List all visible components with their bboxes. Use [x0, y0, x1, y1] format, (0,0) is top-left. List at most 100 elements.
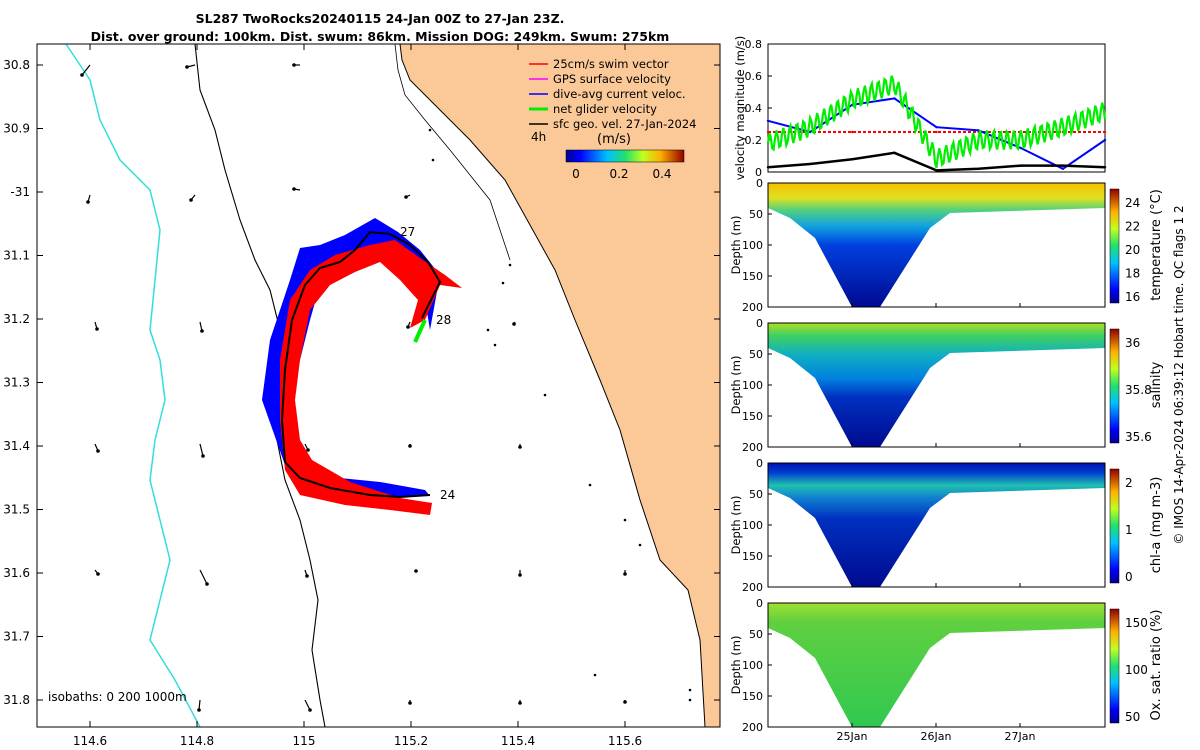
series-point — [851, 130, 854, 134]
section-colorbar — [1109, 468, 1120, 584]
lat-tick-label: 31.2 — [3, 312, 30, 326]
net-glider-velocity-mark — [413, 319, 427, 343]
depth-tick: 0 — [756, 457, 763, 470]
series-point — [808, 130, 812, 134]
map-tick-marks — [37, 44, 720, 727]
section-colorbar — [1109, 188, 1120, 304]
depth-tick: 50 — [749, 348, 763, 361]
depth-axis-label: Depth (m) — [729, 496, 743, 555]
velocity-y-tick: 0.6 — [745, 70, 763, 83]
velocity-y-label: velocity magnitude (m/s) — [733, 36, 747, 181]
credit-text: © IMOS 14-Apr-2024 06:39:12 Hobart time.… — [1172, 205, 1186, 545]
lat-tick-label: 31.3 — [3, 376, 30, 390]
colorbar-tick: 36 — [1125, 336, 1140, 350]
track-day-label-24: 24 — [440, 488, 455, 502]
lat-tick-label: 31.5 — [3, 503, 30, 517]
colorbar-tick: 35.6 — [1125, 430, 1152, 444]
depth-tick: 0 — [756, 597, 763, 610]
surface-velocity-vectors — [80, 63, 627, 712]
glider-track — [280, 230, 442, 499]
velocity-series — [766, 75, 1107, 172]
lat-tick-label: 31.7 — [3, 630, 30, 644]
track-day-label-28: 28 — [436, 313, 451, 327]
title-line-1: SL287 TwoRocks20240115 24-Jan 00Z to 27-… — [195, 11, 565, 26]
legend-label: sfc geo. vel. 27-Jan-2024 — [553, 117, 697, 131]
title-line-2: Dist. over ground: 100km. Dist. swum: 86… — [90, 29, 670, 44]
legend-label: net glider velocity — [553, 102, 657, 116]
date-tick-label: 26Jan — [921, 730, 952, 743]
map-colorbar-ticks: 0 0.2 0.4 — [572, 167, 671, 181]
depth-tick: 200 — [742, 301, 763, 314]
lat-tick-label: 31.4 — [3, 439, 30, 453]
depth-tick: 100 — [742, 379, 763, 392]
surface-vector — [304, 699, 311, 711]
velocity-y-ticks: 0 0.2 0.4 0.6 0.8 — [745, 38, 772, 179]
colorbar-tick: 50 — [1125, 710, 1140, 724]
map-colorbar-tick: 0 — [572, 167, 580, 181]
lat-tick-label: 30.8 — [3, 58, 30, 72]
velocity-y-tick: 0.2 — [745, 134, 763, 147]
series-point — [766, 130, 770, 134]
track-day-label-27: 27 — [400, 225, 415, 239]
colorbar-tick: 150 — [1125, 616, 1148, 630]
date-tick-label: 27Jan — [1005, 730, 1036, 743]
depth-tick: 200 — [742, 721, 763, 734]
isobath-1000m — [65, 43, 201, 728]
depth-tick: 0 — [756, 317, 763, 330]
series-point — [935, 126, 938, 129]
lat-tick-label: -31 — [10, 185, 30, 199]
depth-tick: 150 — [742, 690, 763, 703]
series-net-glider-velocity — [766, 75, 1107, 169]
depth-tick: 50 — [749, 208, 763, 221]
glider-track-group — [262, 218, 462, 515]
map-colorbar — [565, 149, 685, 163]
series-point — [893, 130, 896, 134]
surface-vector — [199, 569, 208, 585]
section-data-field — [768, 323, 1105, 447]
swim-vector-band — [280, 240, 462, 515]
colorbar-label: temperature (°C) — [1149, 189, 1164, 301]
interval-label: 4h — [531, 130, 546, 144]
lat-tick-label: 31.6 — [3, 566, 30, 580]
colorbar-tick: 0 — [1125, 570, 1133, 584]
lon-tick-label: 114.6 — [73, 734, 107, 748]
series-point — [977, 167, 980, 170]
colorbar-label: Ox. sat. ratio (%) — [1149, 610, 1164, 721]
colorbar-tick: 18 — [1125, 267, 1140, 281]
section-salinity: 0 50 100 150 200 Depth (m) 35.6 35.8 36 salinity — [729, 317, 1164, 454]
lon-tick-label: 115.4 — [501, 734, 535, 748]
depth-tick: 150 — [742, 410, 763, 423]
surface-vector — [81, 64, 91, 76]
colorbar-label: chl-a (mg m-3) — [1149, 477, 1164, 574]
series-point — [851, 158, 854, 161]
depth-axis-label: Depth (m) — [729, 216, 743, 275]
colorbar-tick: 35.8 — [1125, 383, 1152, 397]
depth-tick: 100 — [742, 239, 763, 252]
colorbar-tick: 22 — [1125, 220, 1140, 234]
depth-tick: 50 — [749, 488, 763, 501]
section-data-field — [768, 463, 1105, 587]
map-colorbar-tick: 0.4 — [652, 167, 671, 181]
depth-tick: 100 — [742, 519, 763, 532]
colorbar-tick: 24 — [1125, 196, 1140, 210]
series-point — [808, 162, 812, 166]
series-point — [1103, 166, 1107, 169]
latitude-tick-labels: 30.8 30.9 -31 31.1 31.2 31.3 31.4 31.5 31.6 31.7 3… — [3, 58, 30, 707]
map-colorbar-unit: (m/s) — [597, 132, 631, 147]
isobath-label: isobaths: 0 200 1000m — [48, 690, 187, 704]
map-colorbar-tick: 0.2 — [609, 167, 628, 181]
series-point — [1103, 130, 1107, 134]
lon-tick-label: 115.6 — [608, 734, 642, 748]
colorbar-tick: 2 — [1125, 476, 1133, 490]
colorbar-label: salinity — [1149, 361, 1164, 408]
legend-label: dive-avg current veloc. — [553, 87, 686, 101]
lon-tick-label: 114.8 — [180, 734, 214, 748]
date-tick-label: 25Jan — [837, 730, 868, 743]
colorbar-tick: 1 — [1125, 523, 1133, 537]
series-point — [893, 97, 896, 100]
series-point — [1103, 138, 1107, 142]
section-temperature: 0 50 100 150 200 Depth (m) 16 18 20 22 24 temperatu… — [729, 177, 1164, 314]
